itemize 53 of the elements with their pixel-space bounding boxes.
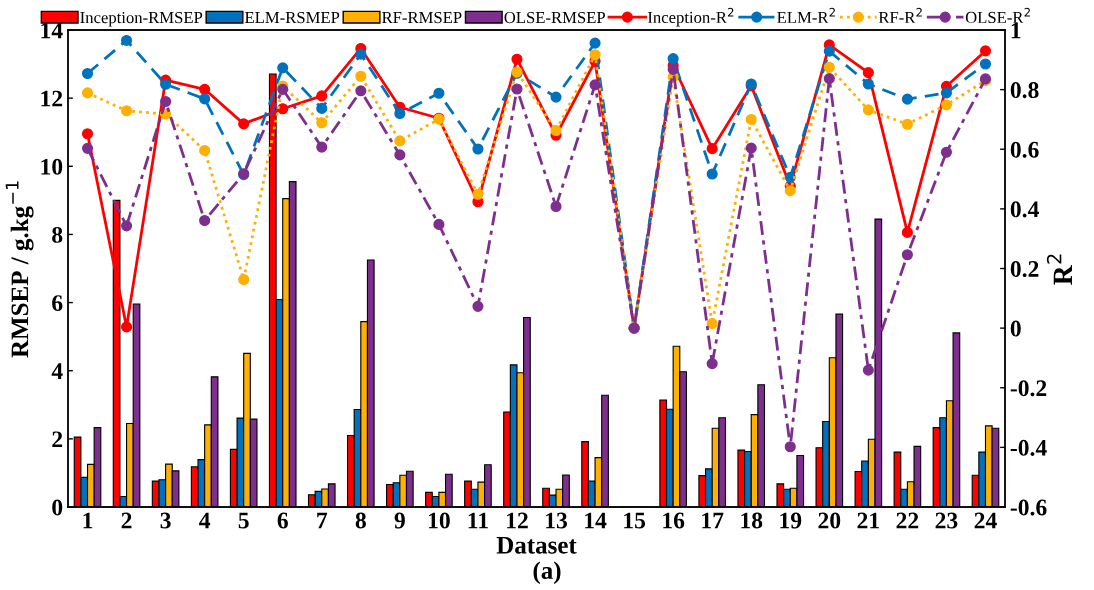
legend-label: OLSE-RMSEP xyxy=(504,11,605,24)
y2-tick-label: -0.6 xyxy=(1010,499,1047,516)
y-tick-label: 12 xyxy=(41,90,63,107)
y-tick-label: 10 xyxy=(41,158,63,175)
x-tick-label: 18 xyxy=(741,512,763,529)
x-tick-label: 5 xyxy=(238,512,249,529)
x-tick-label: 6 xyxy=(277,512,288,529)
x-tick-label: 7 xyxy=(317,512,328,529)
y2-tick-label: 0 xyxy=(1010,320,1021,337)
x-tick-label: 21 xyxy=(857,512,879,529)
y2-axis-title: R$^{2}$ xyxy=(1046,254,1072,285)
legend-label: Inception-R$^{2}$ xyxy=(647,7,734,27)
x-tick-label: 22 xyxy=(896,512,919,529)
x-tick-label: 4 xyxy=(199,512,211,529)
y2-tick-label: 1 xyxy=(1011,22,1021,39)
x-tick-label: 13 xyxy=(546,512,568,529)
y2-tick-label: 0.2 xyxy=(1010,260,1039,278)
x-tick-label: 2 xyxy=(121,512,132,529)
y-tick-label: 0 xyxy=(52,499,63,516)
y2-tick-label: -0.2 xyxy=(1010,380,1047,397)
y2-tick-label: 0.6 xyxy=(1010,141,1039,158)
x-tick-label: 19 xyxy=(780,512,802,529)
x-tick-label: 8 xyxy=(355,512,366,529)
x-axis-title: Dataset xyxy=(496,537,577,554)
x-tick-label: 20 xyxy=(818,512,841,529)
y-tick-label: 14 xyxy=(41,22,63,39)
x-tick-label: 24 xyxy=(974,512,997,529)
x-tick-label: 15 xyxy=(624,512,646,529)
x-tick-label: 23 xyxy=(935,512,958,529)
y2-tick-label: 0.4 xyxy=(1010,201,1039,218)
legend-label: RF-R$^{2}$ xyxy=(878,7,922,23)
legend-label: ELM-RSMEP xyxy=(244,11,340,24)
x-tick-label: 16 xyxy=(663,512,685,529)
x-tick-label: 1 xyxy=(83,512,93,529)
text: (a) xyxy=(533,561,561,585)
y-tick-label: 8 xyxy=(52,226,63,243)
legend-label: RF-RMSEP xyxy=(382,11,462,24)
y-tick-label: 2 xyxy=(52,431,63,448)
x-tick-label: 12 xyxy=(507,512,528,529)
x-tick-label: 17 xyxy=(702,512,724,529)
x-tick-label: 14 xyxy=(585,512,607,529)
x-tick-label: 9 xyxy=(394,512,405,529)
y-axis-title: RMSEP / g.kg$^{−1}$ xyxy=(5,181,34,358)
y-tick-label: 6 xyxy=(52,295,63,311)
x-tick-label: 11 xyxy=(468,512,488,529)
legend-label: Inception-RMSEP xyxy=(80,11,203,27)
y-tick-label: 4 xyxy=(51,363,63,379)
y2-tick-label: 0.8 xyxy=(1010,82,1039,99)
y2-tick-label: -0.4 xyxy=(1010,439,1047,456)
legend-label: ELM-R$^{2}$ xyxy=(777,7,835,23)
legend-label: OLSE-R$^{2}$ xyxy=(965,7,1030,24)
x-tick-label: 10 xyxy=(428,512,450,529)
x-tick-label: 3 xyxy=(160,512,171,529)
